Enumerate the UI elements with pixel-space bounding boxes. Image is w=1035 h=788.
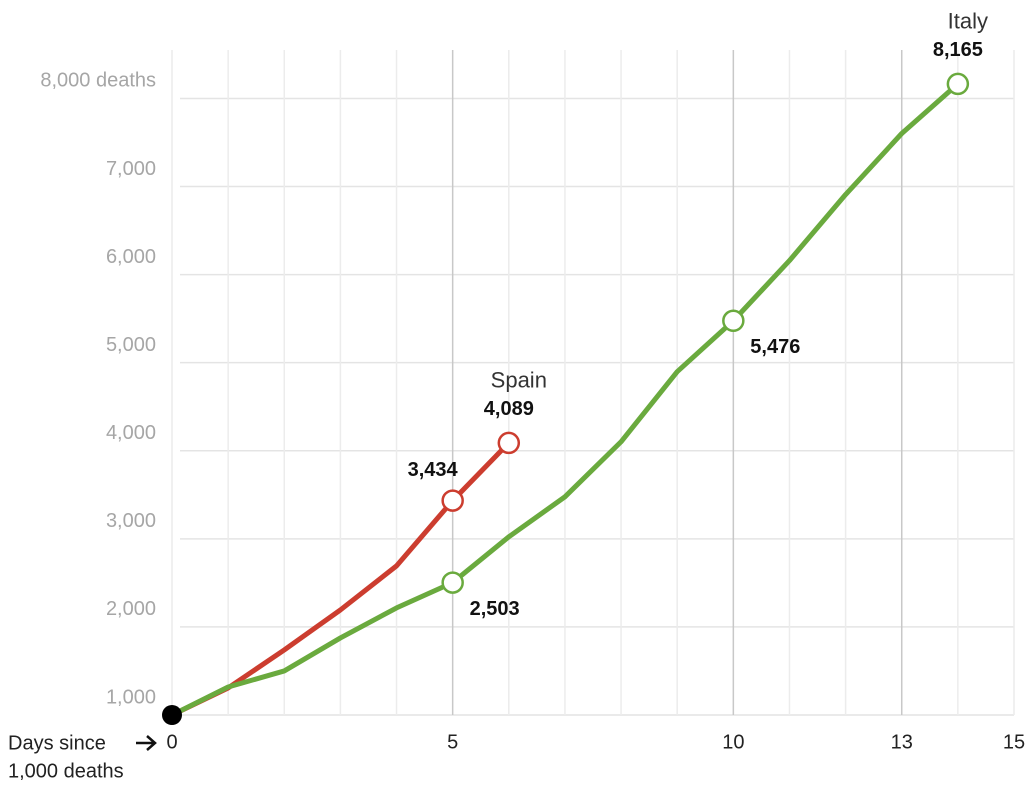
y-tick-label: 8,000 deaths bbox=[40, 70, 156, 92]
y-tick-label: 2,000 bbox=[106, 598, 156, 620]
x-tick-label: 10 bbox=[722, 731, 744, 753]
data-label: 3,434 bbox=[408, 459, 459, 481]
data-label: 8,165 bbox=[933, 39, 983, 61]
x-tick-label: 13 bbox=[891, 731, 913, 753]
series-name: Spain bbox=[491, 368, 547, 393]
start-marker bbox=[162, 705, 182, 725]
point-marker bbox=[946, 72, 970, 96]
x-tick-label: 5 bbox=[447, 731, 458, 753]
x-axis-label: Days since bbox=[8, 732, 106, 754]
y-tick-label: 1,000 bbox=[106, 686, 156, 708]
x-axis-arrow bbox=[136, 735, 157, 751]
y-tick-label: 7,000 bbox=[106, 158, 156, 180]
series-line bbox=[170, 82, 960, 718]
x-tick-label: 15 bbox=[1003, 731, 1025, 753]
data-label: 4,089 bbox=[484, 398, 534, 420]
data-label: 5,476 bbox=[750, 336, 800, 358]
grid bbox=[171, 50, 1015, 716]
data-label: 2,503 bbox=[470, 598, 520, 620]
y-tick-label: 6,000 bbox=[106, 246, 156, 268]
point-marker bbox=[441, 489, 464, 512]
x-tick-label: 0 bbox=[166, 731, 177, 753]
x-axis-label: 1,000 deaths bbox=[8, 760, 124, 782]
point-marker bbox=[497, 431, 521, 455]
y-tick-label: 4,000 bbox=[106, 422, 156, 444]
series-name: Italy bbox=[948, 9, 988, 34]
point-marker bbox=[441, 571, 464, 594]
marks bbox=[162, 72, 970, 725]
point-marker bbox=[722, 309, 745, 333]
y-tick-label: 5,000 bbox=[106, 334, 156, 356]
y-tick-label: 3,000 bbox=[106, 510, 156, 532]
